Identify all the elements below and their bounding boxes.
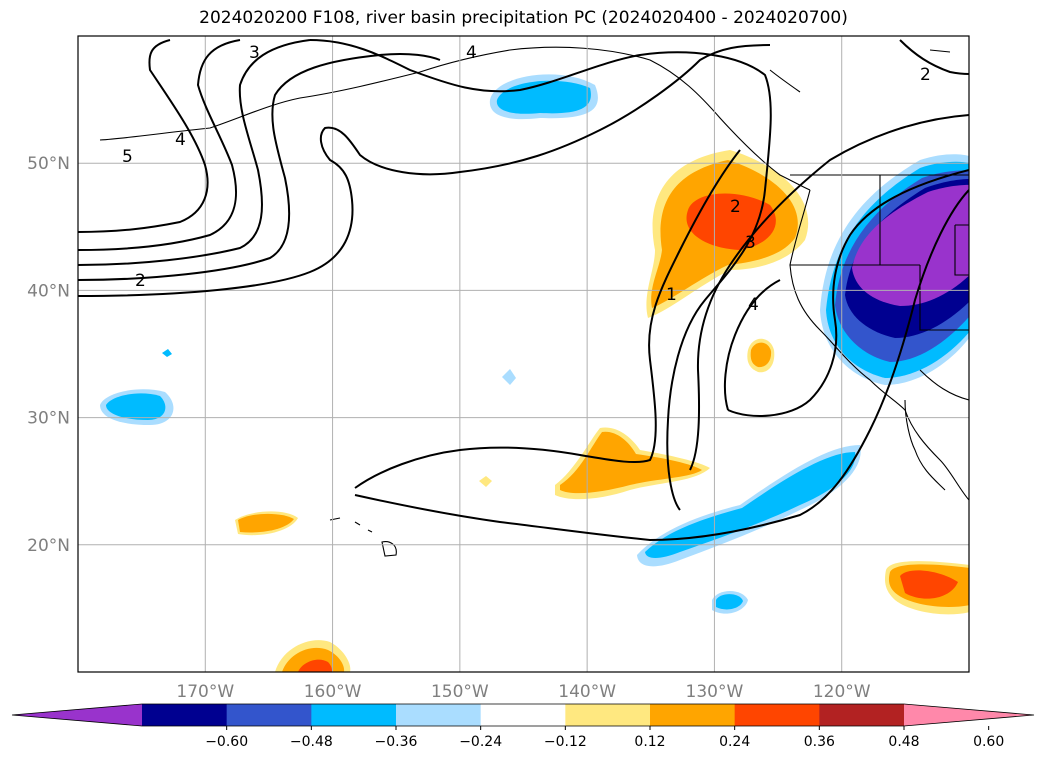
colorbar-tick-label: −0.24	[459, 734, 502, 750]
lon-tick-label: 120°W	[813, 682, 871, 702]
colorbar-tick-label: 0.36	[804, 734, 835, 750]
colorbar-segment	[734, 704, 820, 726]
colorbar-outline	[11, 703, 1035, 727]
colorbar-tick-label: −0.12	[544, 734, 587, 750]
lon-tick-label: 150°W	[431, 682, 489, 702]
colorbar-segment	[650, 704, 736, 726]
map-title: 2024020200 F108, river basin precipitati…	[199, 8, 848, 28]
gridlines	[78, 36, 969, 672]
colorbar-segment	[480, 704, 566, 726]
colorbar: −0.60 −0.48 −0.36 −0.24 −0.12 0.12 0.24 0.36 0.4…	[11, 703, 1035, 750]
colorbar-extend-high	[904, 704, 1034, 726]
contour-label: 4	[175, 130, 186, 150]
map-plot-area: 3 4 5 4 2 2 1 2 3 4	[78, 36, 969, 672]
colorbar-tick-label: 0.24	[719, 734, 750, 750]
colorbar-segment	[226, 704, 312, 726]
colorbar-tick-label: 0.60	[973, 734, 1004, 750]
lat-tick-label: 20°N	[27, 536, 70, 556]
colorbar-tick-label: −0.48	[290, 734, 333, 750]
colorbar-segment	[142, 704, 228, 726]
contour-label: 4	[748, 295, 759, 315]
contour-label: 3	[249, 43, 260, 63]
contour-label: 2	[135, 271, 146, 291]
map-frame	[77, 35, 970, 673]
colorbar-segment	[396, 704, 482, 726]
colorbar-segment	[819, 704, 905, 726]
contour-label: 2	[730, 197, 741, 217]
colorbar-tick-label: −0.60	[205, 734, 248, 750]
contour-label: 1	[666, 285, 677, 305]
colorbar-tick-label: 0.12	[634, 734, 665, 750]
contour-label: 3	[745, 233, 756, 253]
contour-label: 2	[920, 65, 931, 85]
lat-tick-label: 30°N	[27, 409, 70, 429]
latitude-labels: 50°N 40°N 30°N 20°N	[27, 154, 70, 556]
colorbar-segment	[565, 704, 651, 726]
contour-label: 4	[466, 43, 477, 63]
contours	[78, 39, 969, 542]
contour-label: 5	[122, 147, 133, 167]
coastlines	[99, 46, 969, 557]
colorbar-extend-low	[12, 704, 142, 726]
colorbar-tick-label: 0.48	[888, 734, 919, 750]
lat-tick-label: 50°N	[27, 154, 70, 174]
colorbar-tick-label: −0.36	[375, 734, 418, 750]
lon-tick-label: 170°W	[176, 682, 234, 702]
longitude-labels: 170°W 160°W 150°W 140°W 130°W 120°W	[176, 682, 870, 702]
lon-tick-label: 130°W	[686, 682, 744, 702]
lon-tick-label: 140°W	[558, 682, 616, 702]
precipitation-shading	[100, 74, 969, 672]
contour-labels: 3 4 5 4 2 2 1 2 3 4	[122, 43, 931, 315]
colorbar-segment	[311, 704, 397, 726]
lon-tick-label: 160°W	[304, 682, 362, 702]
lat-tick-label: 40°N	[27, 281, 70, 301]
